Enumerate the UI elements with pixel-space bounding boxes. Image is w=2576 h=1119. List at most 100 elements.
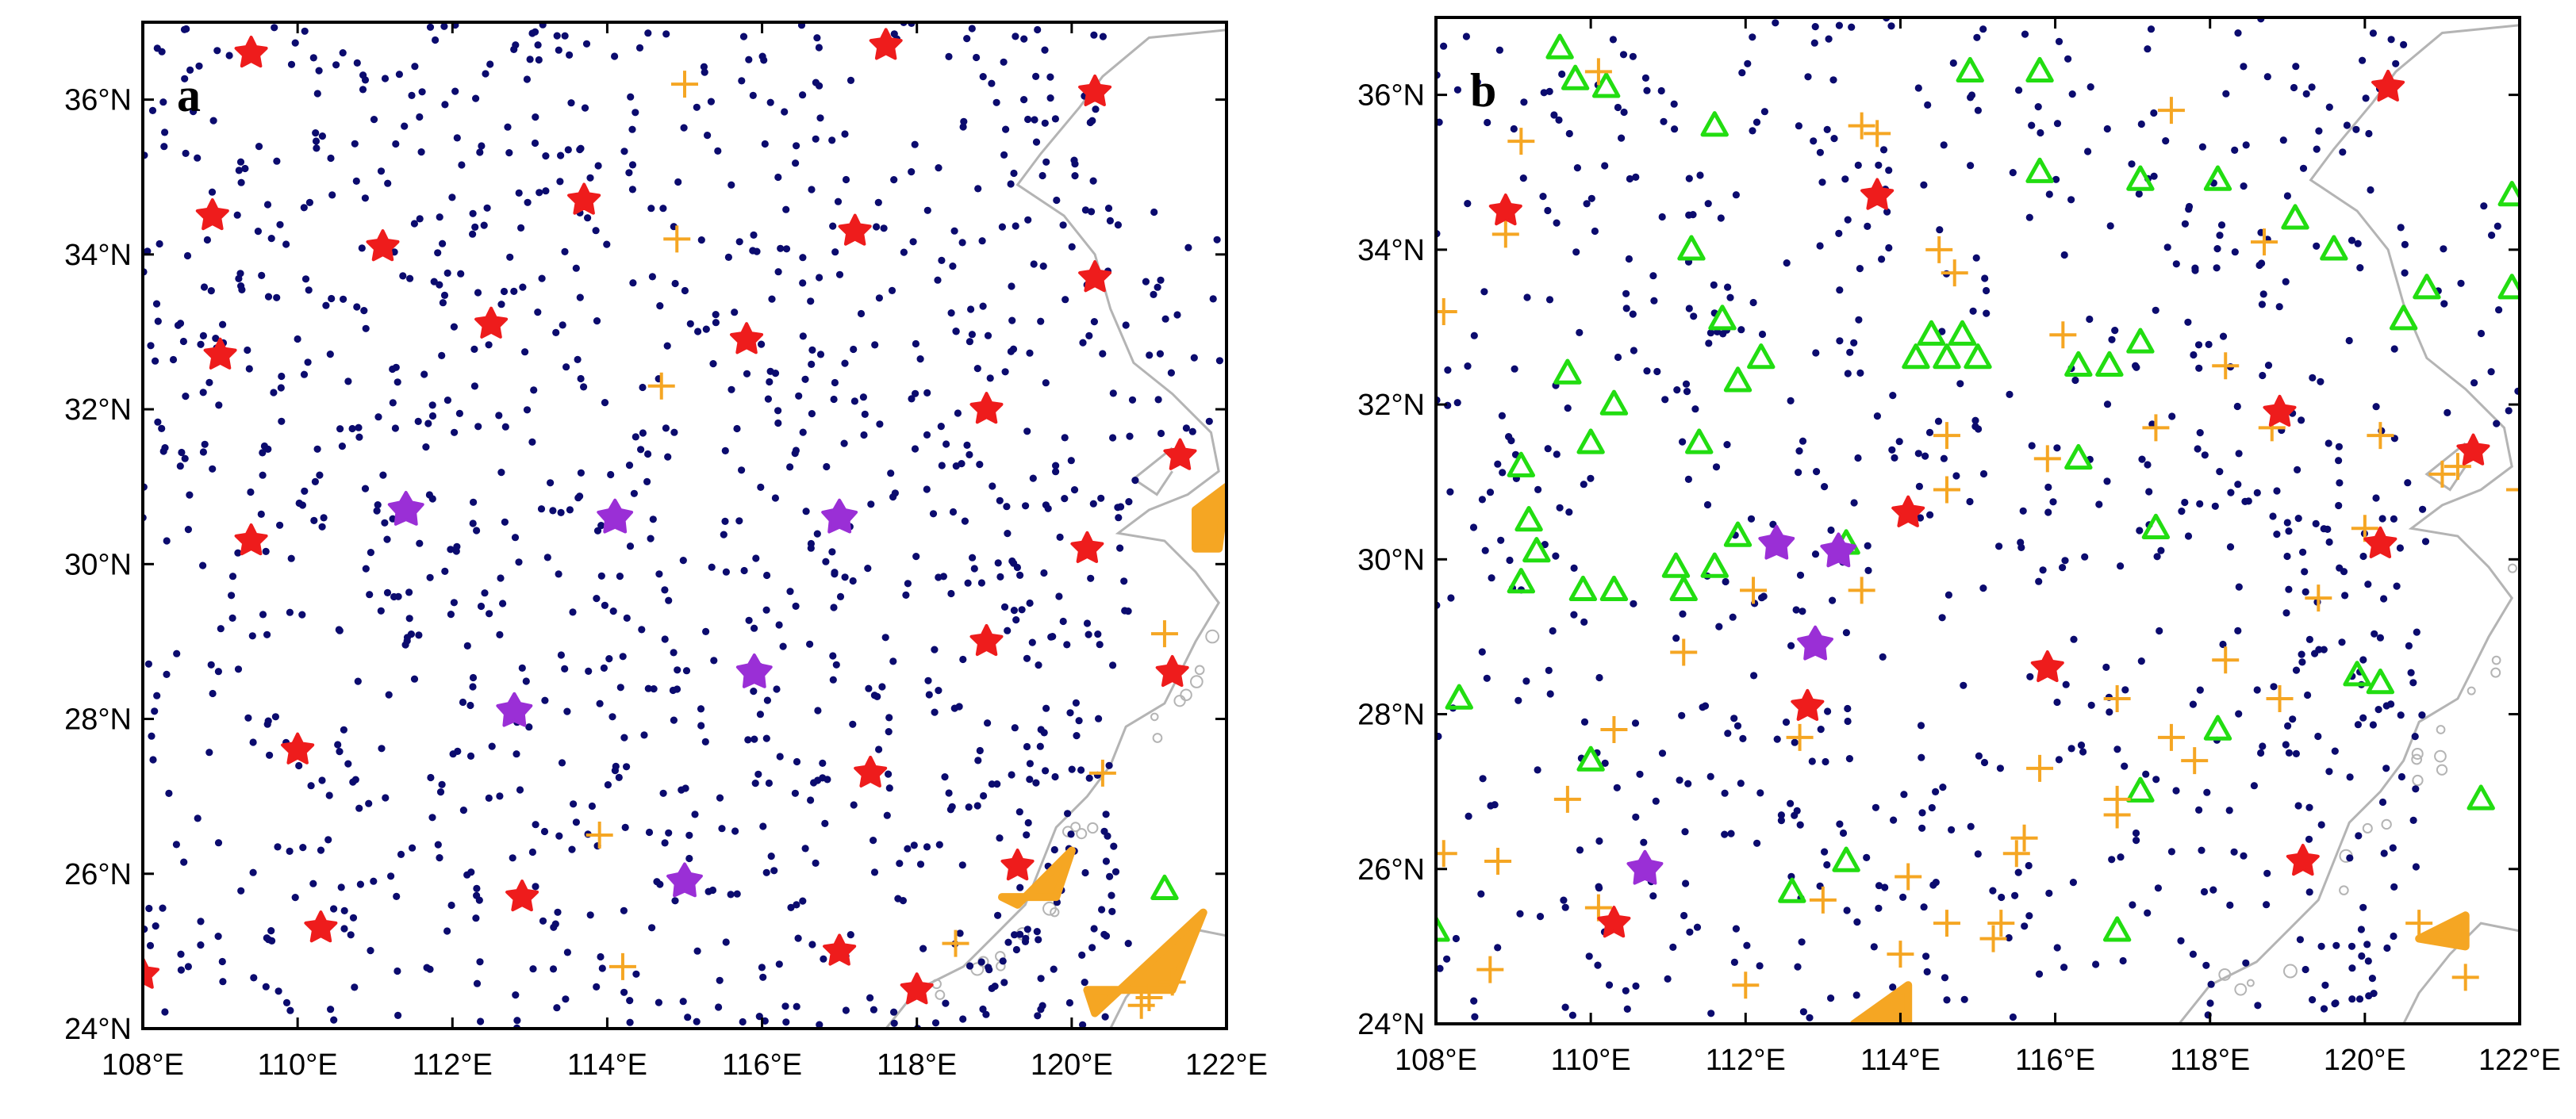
- station-dot: [523, 75, 532, 83]
- station-dot: [1088, 944, 1096, 952]
- station-dot: [2259, 742, 2267, 750]
- panel-label: b: [1470, 64, 1496, 117]
- orange-plus-station: [1933, 422, 1960, 450]
- station-dot: [2222, 90, 2230, 98]
- station-dot: [259, 611, 267, 619]
- station-dot: [361, 194, 369, 202]
- station-dot: [300, 370, 309, 378]
- green-triangle-station: [1723, 521, 1753, 547]
- station-dot: [2014, 868, 2022, 876]
- station-dot: [228, 592, 236, 600]
- station-dot: [841, 573, 849, 581]
- station-dot: [225, 52, 233, 59]
- station-dot: [1028, 638, 1036, 646]
- station-dot: [632, 109, 639, 117]
- station-dot: [391, 424, 399, 432]
- station-dot: [766, 98, 774, 106]
- station-dot: [832, 661, 840, 669]
- station-dot: [236, 158, 245, 166]
- station-dot: [1923, 968, 1931, 975]
- station-dot: [665, 829, 673, 837]
- station-dot: [2235, 450, 2243, 458]
- green-triangle-station: [1677, 235, 1706, 261]
- station-dot: [1887, 22, 1895, 30]
- station-dot: [774, 173, 782, 182]
- red-star-station: [1078, 74, 1112, 106]
- station-dot: [996, 834, 1004, 842]
- station-dot: [552, 328, 560, 336]
- station-dot: [1848, 23, 1856, 31]
- station-dot: [2240, 182, 2248, 190]
- station-dot: [195, 62, 203, 70]
- station-dot: [443, 927, 451, 935]
- station-dot: [674, 666, 681, 674]
- orange-plus-station: [1491, 220, 1519, 248]
- station-dot: [745, 56, 753, 63]
- y-tick-label: 34°N: [1357, 234, 1425, 267]
- station-dot: [436, 281, 443, 289]
- station-dot: [312, 137, 321, 145]
- station-dot: [1756, 962, 1764, 970]
- station-dot: [286, 608, 294, 616]
- island: [2491, 655, 2501, 665]
- station-dot: [1889, 392, 1897, 400]
- station-dot: [1090, 31, 1098, 39]
- station-dot: [1539, 193, 1547, 201]
- station-dot: [2213, 264, 2221, 272]
- station-dot: [149, 756, 157, 764]
- station-dot: [2235, 710, 2243, 718]
- purple-star-station: [735, 653, 773, 688]
- station-dot: [385, 691, 393, 699]
- red-star-station: [823, 933, 857, 966]
- station-dot: [938, 256, 946, 264]
- station-dot: [2044, 483, 2052, 492]
- station-dot: [715, 1003, 723, 1011]
- map-frame: [141, 21, 1228, 1030]
- station-dot: [889, 657, 897, 665]
- orange-plus-cluster: [2415, 911, 2470, 951]
- station-dot: [2184, 318, 2192, 326]
- station-dot: [1026, 760, 1034, 768]
- station-dot: [1161, 315, 1169, 323]
- station-dot: [2219, 332, 2228, 340]
- station-dot: [2053, 444, 2061, 452]
- station-dot: [592, 227, 600, 235]
- station-dot: [268, 937, 276, 945]
- station-dot: [1750, 672, 1758, 680]
- station-dot: [219, 320, 227, 328]
- station-dot: [1669, 943, 1677, 951]
- station-dot: [271, 24, 278, 32]
- island: [2381, 818, 2392, 830]
- station-dot: [1829, 596, 1837, 604]
- station-dot: [623, 763, 631, 771]
- station-dot: [761, 140, 769, 148]
- station-dot: [2354, 721, 2362, 729]
- station-dot: [2216, 468, 2224, 476]
- station-dot: [181, 454, 189, 462]
- station-dot: [2440, 300, 2448, 308]
- station-dot: [1561, 1003, 1569, 1011]
- station-dot: [996, 496, 1004, 504]
- station-dot: [1026, 599, 1034, 607]
- station-dot: [1213, 236, 1221, 243]
- x-tick-label: 118°E: [877, 1048, 957, 1082]
- station-dot: [190, 108, 198, 116]
- station-dot: [2028, 442, 2036, 450]
- station-dot: [966, 962, 974, 970]
- station-dot: [2325, 103, 2333, 111]
- station-dot: [814, 776, 822, 784]
- station-dot: [1044, 504, 1052, 512]
- station-dot: [1580, 718, 1589, 726]
- station-dot: [426, 23, 435, 31]
- station-dot: [2060, 251, 2068, 259]
- station-dot: [241, 164, 249, 173]
- station-dot: [1000, 979, 1008, 987]
- station-dot: [2059, 564, 2067, 572]
- station-dot: [1150, 290, 1157, 298]
- station-dot: [1012, 33, 1019, 40]
- station-dot: [1889, 983, 1897, 991]
- station-dot: [935, 164, 942, 172]
- station-dot: [1881, 883, 1889, 891]
- station-dot: [878, 683, 886, 691]
- station-dot: [2113, 745, 2121, 753]
